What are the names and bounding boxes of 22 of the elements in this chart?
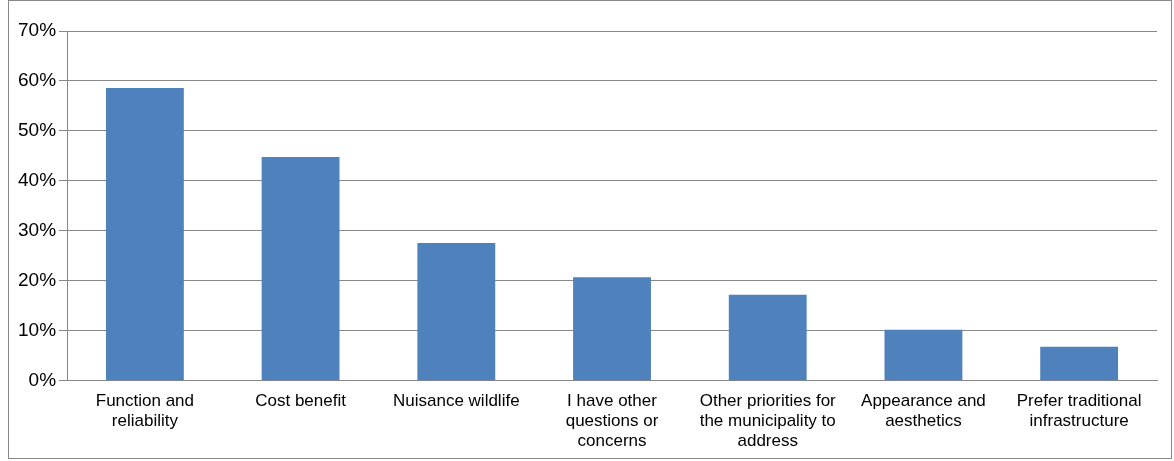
x-tick-label: Appearance and aesthetics (861, 390, 986, 431)
y-tick-label: 50% (18, 119, 57, 141)
y-tick-label: 0% (28, 369, 57, 391)
x-tick-label: Other priorities for the municipality to address (699, 390, 837, 451)
x-tick-label: Cost benefit (255, 390, 347, 410)
x-tick-label: Function and reliability (95, 390, 195, 431)
y-tick-label: 10% (18, 319, 57, 341)
bar (417, 242, 496, 381)
x-tick-label: Nuisance wildlife (392, 390, 520, 410)
bar (884, 329, 963, 381)
y-tick-label: 60% (18, 69, 57, 91)
x-tick-label: I have other questions or concerns (565, 390, 659, 451)
bar (261, 156, 340, 381)
bar (105, 87, 184, 381)
y-tick-label: 70% (18, 19, 57, 41)
bar (728, 294, 807, 381)
y-tick-label: 20% (18, 269, 57, 291)
y-tick-label: 30% (18, 219, 57, 241)
bar (573, 277, 651, 381)
y-tick-label: 40% (18, 169, 57, 191)
x-tick-label: Prefer traditional infrastructure (1016, 390, 1142, 431)
bar (1040, 346, 1119, 381)
